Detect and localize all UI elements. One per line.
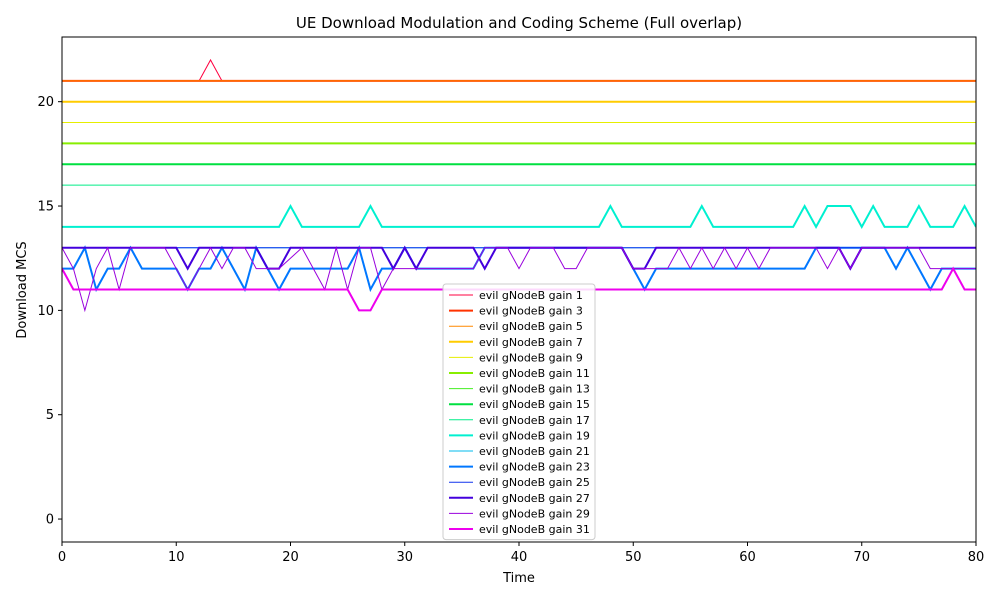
y-axis-label: Download MCS <box>15 241 30 338</box>
axes: 0 10 20 30 40 50 60 70 80 0 5 10 15 20 <box>37 36 985 565</box>
series-line-16 <box>62 266 976 312</box>
x-tick-label: 80 <box>968 550 985 565</box>
legend-label: evil gNodeB gain 31 <box>479 523 590 536</box>
legend-label: evil gNodeB gain 25 <box>479 476 590 489</box>
series-line-15 <box>62 245 976 313</box>
chart-title: UE Download Modulation and Coding Scheme… <box>296 14 742 32</box>
series-line-14 <box>62 245 976 271</box>
x-tick-label: 60 <box>739 550 756 565</box>
y-tick-label: 20 <box>37 95 54 110</box>
legend-label: evil gNodeB gain 11 <box>479 367 590 380</box>
y-tick-label: 15 <box>37 200 54 215</box>
legend-label: evil gNodeB gain 19 <box>479 429 590 442</box>
x-tick-label: 0 <box>58 550 66 565</box>
legend-label: evil gNodeB gain 7 <box>479 336 583 349</box>
x-tick-label: 50 <box>625 550 642 565</box>
legend-label: evil gNodeB gain 1 <box>479 289 583 302</box>
x-tick-label: 40 <box>511 550 528 565</box>
legend-label: evil gNodeB gain 27 <box>479 492 590 505</box>
legend: evil gNodeB gain 1 evil gNodeB gain 3 evil… <box>442 283 596 541</box>
x-tick-label: 30 <box>396 550 413 565</box>
series-line-10 <box>62 203 976 229</box>
x-axis-label: Time <box>502 571 535 586</box>
legend-label: evil gNodeB gain 15 <box>479 398 590 411</box>
legend-label: evil gNodeB gain 9 <box>479 351 583 364</box>
x-tick-label: 70 <box>853 550 870 565</box>
legend-label: evil gNodeB gain 29 <box>479 507 590 520</box>
legend-label: evil gNodeB gain 23 <box>479 461 590 474</box>
x-tick-label: 10 <box>168 550 185 565</box>
y-tick-label: 10 <box>37 304 54 319</box>
plot-lines <box>62 58 976 313</box>
legend-label: evil gNodeB gain 3 <box>479 305 583 318</box>
y-tick-label: 5 <box>46 408 54 423</box>
legend-label: evil gNodeB gain 21 <box>479 445 590 458</box>
legend-label: evil gNodeB gain 13 <box>479 383 590 396</box>
x-tick-label: 20 <box>282 550 299 565</box>
legend-box <box>442 283 596 541</box>
y-tick-label: 0 <box>46 513 54 528</box>
legend-label: evil gNodeB gain 5 <box>479 320 583 333</box>
legend-label: evil gNodeB gain 17 <box>479 414 590 427</box>
